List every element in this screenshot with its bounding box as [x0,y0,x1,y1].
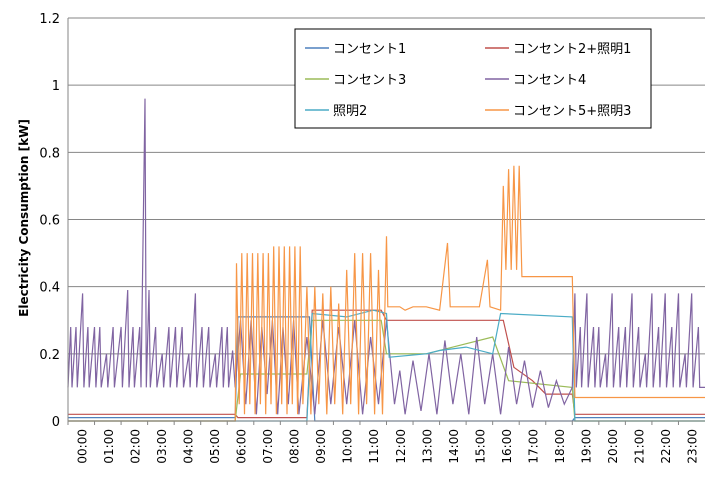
x-tick-label: 07:00 [261,429,275,464]
y-axis-label: Electricity Consumption [kW] [17,119,31,317]
y-tick-label: 0.2 [39,348,60,363]
x-tick-label: 16:00 [500,429,514,464]
x-tick-label: 02:00 [128,429,142,464]
series-lines [67,98,705,422]
x-axis-ticks: 00:00 01:00 02:00 03:00 04:00 05:00 06:00 07:00… [67,421,700,464]
x-tick-label: 09:00 [314,429,328,464]
x-tick-label: 18:00 [553,429,567,464]
y-tick-label: 0 [52,415,60,430]
series-line-2 [68,309,705,419]
legend-box [294,28,652,129]
legend-label: 照明2 [333,104,367,119]
x-tick-label: 14:00 [447,429,461,464]
x-tick-label: 15:00 [473,429,487,464]
series-line-6 [68,165,705,422]
x-tick-label: 17:00 [526,429,540,464]
y-tick-label: 0.6 [39,214,60,229]
x-tick-label: 05:00 [208,429,222,464]
x-tick-label: 01:00 [102,429,116,464]
x-tick-label: 04:00 [181,429,195,464]
series-line-3 [68,319,705,422]
x-tick-label: 22:00 [659,429,673,464]
legend-label: コンセント4 [513,73,586,88]
x-tick-label: 08:00 [288,429,302,464]
legend-label: コンセント1 [333,42,406,57]
x-tick-label: 10:00 [341,429,355,464]
legend: コンセント1 コンセント2+照明1 コンセント3 コンセント4 照明2 コンセント5+照明… [294,28,652,129]
y-tick-label: 0.4 [39,281,60,296]
y-tick-label: 1 [52,79,60,94]
x-tick-label: 13:00 [420,429,434,464]
x-tick-label: 21:00 [633,429,647,464]
series-line-5 [68,309,705,422]
legend-label: コンセント5+照明3 [513,104,631,119]
x-tick-label: 12:00 [394,429,408,464]
y-axis-ticks: 0 0.2 0.4 0.6 0.8 1 1.2 [39,12,60,430]
y-tick-label: 0.8 [39,146,60,161]
x-tick-label: 00:00 [75,429,89,464]
x-tick-label: 23:00 [686,429,700,464]
legend-label: コンセント2+照明1 [513,42,631,57]
x-tick-label: 03:00 [155,429,169,464]
x-tick-label: 06:00 [235,429,249,464]
series-line-4 [67,98,705,415]
x-tick-label: 20:00 [606,429,620,464]
legend-label: コンセント3 [333,73,406,88]
x-tick-label: 19:00 [580,429,594,464]
y-tick-label: 1.2 [39,12,60,27]
x-tick-label: 11:00 [367,429,381,464]
